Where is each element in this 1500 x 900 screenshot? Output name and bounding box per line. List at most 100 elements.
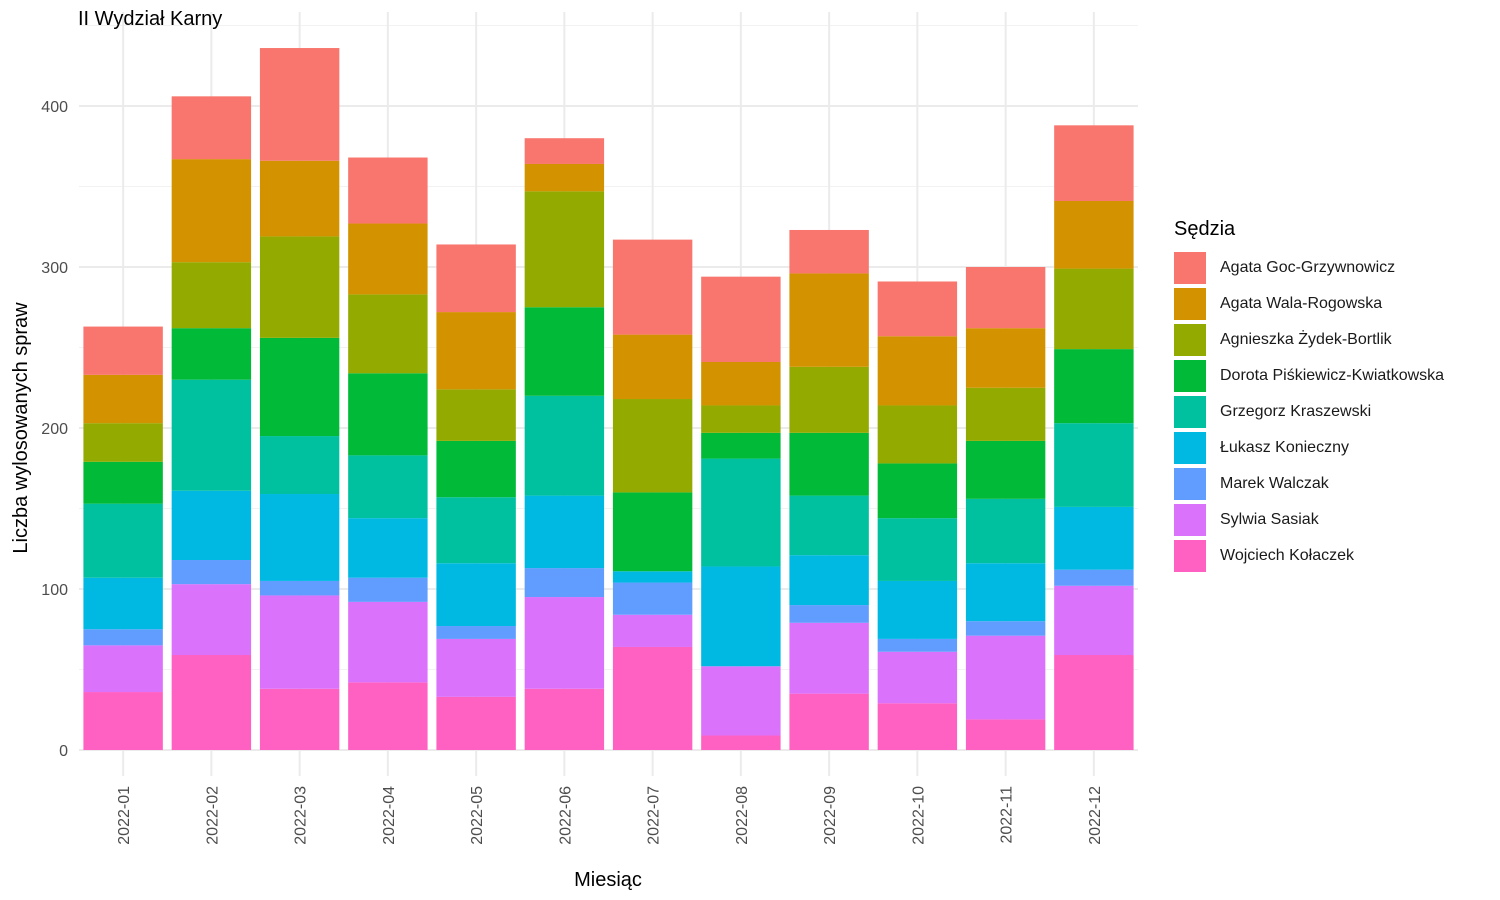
- bar-segment: [83, 423, 163, 462]
- x-tick-label: 2022-09: [822, 786, 839, 845]
- legend-label: Sylwia Sasiak: [1220, 511, 1319, 528]
- bar-segment: [965, 267, 1046, 329]
- bar-segment: [965, 440, 1046, 499]
- bar-segment: [1054, 506, 1134, 570]
- bar-segment: [436, 312, 516, 390]
- bar-segment: [701, 276, 781, 362]
- bar-segment: [259, 436, 340, 495]
- bar-segment: [965, 563, 1046, 622]
- bar-segment: [348, 223, 428, 295]
- bar-segment: [83, 692, 163, 750]
- bar-segment: [789, 273, 869, 367]
- bar-segment: [436, 440, 516, 498]
- bar-segment: [701, 458, 781, 567]
- bar-segment: [612, 646, 693, 750]
- legend-item: Dorota Piśkiewicz-Kwiatkowska: [1174, 358, 1444, 394]
- bar-segment: [965, 635, 1046, 720]
- legend-items: Agata Goc-Grzywnowicz Agata Wala-Rogowska…: [1174, 250, 1444, 574]
- bar-segment: [171, 379, 252, 491]
- bar-segment: [877, 336, 958, 406]
- x-axis-ticks: 2022-01 2022-02 2022-03 2022-04 2022-05 2022-…: [116, 786, 1104, 845]
- bar-segment: [701, 566, 781, 667]
- bar-segment: [612, 399, 693, 493]
- legend-label: Grzegorz Kraszewski: [1220, 403, 1372, 420]
- bar-segment: [1054, 125, 1134, 201]
- bar-segment: [348, 577, 428, 602]
- bar-segment: [1054, 268, 1134, 350]
- bar-segment: [83, 577, 163, 630]
- bar-segment: [171, 262, 252, 329]
- x-tick-label: 2022-07: [646, 786, 663, 845]
- bar-segment: [436, 497, 516, 564]
- y-axis-label: Liczba wylosowanych spraw: [10, 302, 32, 554]
- bar-segment: [171, 328, 252, 380]
- legend-item: Łukasz Konieczny: [1174, 430, 1444, 466]
- bar-segment: [789, 229, 869, 274]
- bar-segment: [171, 96, 252, 160]
- bar-segment: [436, 696, 516, 750]
- bar-segment: [171, 490, 252, 561]
- y-axis-ticks: 0 100 200 300 400: [41, 99, 68, 760]
- legend-swatch: [1174, 324, 1206, 356]
- bar-segment: [83, 374, 163, 424]
- legend-item: Grzegorz Kraszewski: [1174, 394, 1444, 430]
- legend-swatch: [1174, 432, 1206, 464]
- bar-segment: [436, 626, 516, 639]
- bar-segment: [1054, 349, 1134, 424]
- bar-segment: [789, 555, 869, 606]
- bar-segment: [1054, 655, 1134, 750]
- bar-segment: [259, 48, 340, 161]
- bar-segment: [524, 307, 605, 396]
- x-tick-label: 2022-11: [999, 786, 1016, 844]
- x-tick-label: 2022-01: [116, 786, 133, 845]
- bar-segment: [789, 622, 869, 694]
- legend-label: Dorota Piśkiewicz-Kwiatkowska: [1220, 367, 1445, 384]
- bar-segment: [701, 361, 781, 406]
- legend-label: Agata Goc-Grzywnowicz: [1220, 259, 1396, 276]
- bar-segment: [259, 494, 340, 581]
- bar-segment: [612, 571, 693, 583]
- bar-segment: [348, 373, 428, 456]
- bar-segment: [436, 389, 516, 441]
- legend-label: Łukasz Konieczny: [1220, 439, 1349, 456]
- legend-title: Sędzia: [1174, 218, 1236, 240]
- bar-segment: [877, 580, 958, 639]
- bar-segment: [171, 560, 252, 585]
- bar-segment: [259, 580, 340, 596]
- legend-label: Agnieszka Żydek-Bortlik: [1220, 331, 1392, 348]
- bar-segment: [701, 432, 781, 459]
- bar-segment: [965, 387, 1046, 441]
- legend-item: Agnieszka Żydek-Bortlik: [1174, 322, 1444, 358]
- bar-segment: [877, 703, 958, 750]
- x-tick-label: 2022-05: [469, 786, 486, 845]
- bar-segment: [524, 138, 605, 164]
- bar-segment: [259, 688, 340, 750]
- legend-label: Agata Wala-Rogowska: [1220, 295, 1383, 312]
- bar-segment: [1054, 569, 1134, 586]
- bar-segment: [259, 337, 340, 437]
- y-tick-label: 100: [41, 582, 68, 599]
- legend-swatch: [1174, 468, 1206, 500]
- bar-segment: [612, 334, 693, 400]
- bar-segment: [348, 601, 428, 683]
- bar-segment: [877, 405, 958, 464]
- legend-label: Wojciech Kołaczek: [1220, 547, 1354, 564]
- bar-segment: [877, 638, 958, 652]
- bar-segment: [348, 294, 428, 374]
- x-axis-label: Miesiąc: [574, 869, 642, 891]
- bar-segment: [83, 503, 163, 578]
- x-tick-label: 2022-02: [204, 786, 221, 845]
- bar-segment: [259, 236, 340, 338]
- x-tick-label: 2022-04: [381, 786, 398, 845]
- legend-item: Agata Wala-Rogowska: [1174, 286, 1444, 322]
- x-tick-label: 2022-12: [1087, 786, 1104, 845]
- chart-title: II Wydział Karny: [78, 8, 223, 30]
- bar-segment: [436, 563, 516, 627]
- x-tick-label: 2022-08: [734, 786, 751, 845]
- bar-segment: [965, 621, 1046, 636]
- x-tick-label: 2022-06: [557, 786, 574, 845]
- x-tick-label: 2022-10: [910, 786, 927, 845]
- bar-segment: [524, 688, 605, 750]
- bar-segment: [612, 239, 693, 335]
